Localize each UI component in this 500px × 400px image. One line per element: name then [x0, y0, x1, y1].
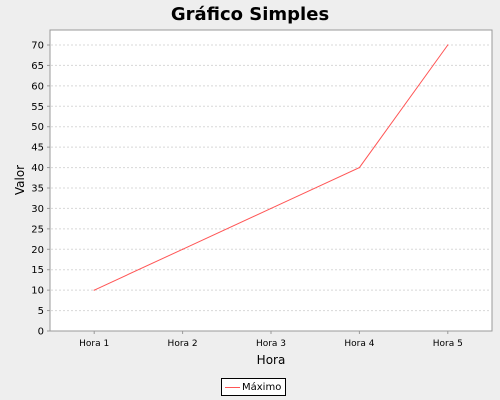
y-tick-label: 20 [31, 245, 44, 256]
data-point [358, 166, 360, 169]
y-tick-label: 60 [31, 81, 44, 92]
y-tick-label: 55 [31, 102, 44, 113]
y-tick-label: 45 [31, 143, 44, 154]
y-axis-label: Valor [13, 165, 27, 195]
x-tick-label: Hora 5 [433, 339, 463, 349]
x-tick-label: Hora 3 [256, 339, 286, 349]
y-tick-label: 65 [31, 61, 44, 72]
x-axis-label: Hora [257, 353, 286, 367]
x-axis-ticks: Hora 1 Hora 2 Hora 3 Hora 4 Hora 5 [79, 331, 463, 349]
y-tick-label: 5 [38, 306, 44, 317]
y-tick-label: 30 [31, 204, 44, 215]
y-tick-label: 0 [38, 327, 44, 338]
legend-swatch [225, 386, 240, 388]
y-axis-ticks: 0 5 10 15 20 25 30 35 40 45 50 55 60 65 70 [31, 41, 50, 338]
x-tick-label: Hora 4 [344, 339, 374, 349]
y-tick-label: 70 [31, 41, 44, 52]
series-lines [93, 44, 449, 291]
data-point [93, 289, 95, 291]
data-point [270, 207, 272, 210]
x-tick-label: Hora 1 [79, 339, 109, 349]
y-tick-label: 10 [31, 286, 44, 297]
chart-title: Gráfico Simples [170, 4, 330, 25]
y-tick-label: 15 [31, 265, 44, 276]
plot-area [49, 29, 493, 332]
data-point [182, 248, 184, 250]
y-tick-label: 35 [31, 184, 44, 195]
legend-label: Máximo [242, 381, 282, 393]
y-tick-label: 50 [31, 122, 44, 133]
y-tick-label: 40 [31, 163, 44, 174]
data-point [447, 44, 449, 46]
legend: Máximo [221, 378, 287, 396]
y-tick-label: 25 [31, 224, 44, 235]
x-tick-label: Hora 2 [168, 339, 198, 349]
